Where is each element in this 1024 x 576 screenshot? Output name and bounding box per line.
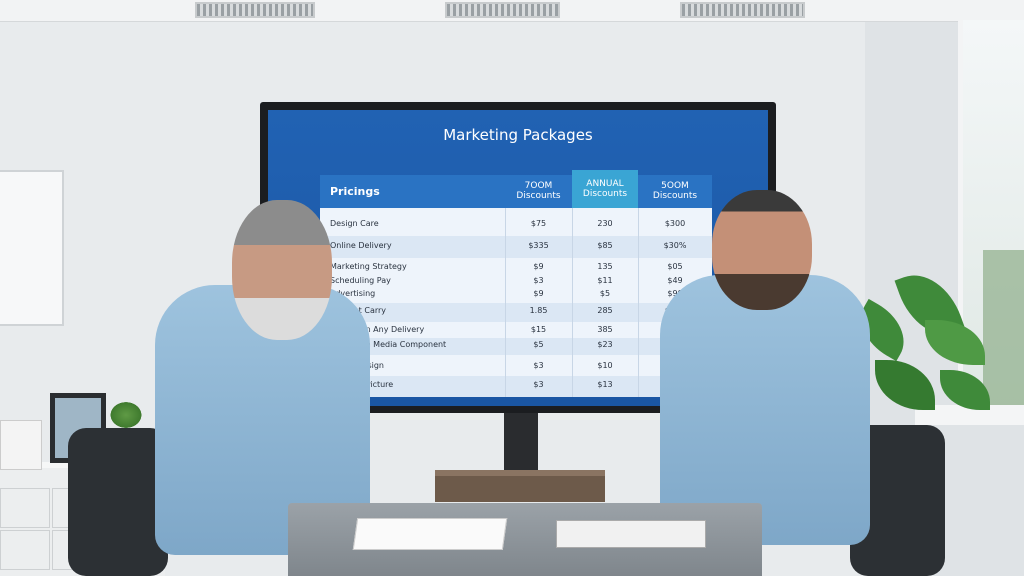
row-label: Campaign Media Component bbox=[330, 340, 447, 349]
man-right-head bbox=[712, 190, 812, 310]
price-cell: $9 bbox=[533, 289, 544, 298]
potted-plant bbox=[845, 250, 995, 435]
window-sill bbox=[915, 405, 1024, 425]
price-cell: $15 bbox=[530, 325, 547, 334]
price-cell: 230 bbox=[597, 219, 613, 228]
tv-stand bbox=[504, 413, 538, 475]
price-cell: $9 bbox=[533, 262, 544, 271]
ceiling-vent bbox=[445, 2, 560, 18]
price-cell: 385 bbox=[597, 325, 613, 334]
row-label: Scheduling Pay bbox=[330, 276, 391, 285]
price-cell: $3 bbox=[533, 276, 544, 285]
notepad bbox=[352, 518, 508, 550]
price-cell: $335 bbox=[528, 241, 549, 250]
price-cell: $11 bbox=[597, 276, 613, 285]
row-label: Advertising bbox=[330, 289, 376, 298]
man-right bbox=[660, 275, 870, 545]
office-chair-left bbox=[68, 428, 168, 576]
row-label: Marketing Strategy bbox=[330, 262, 407, 271]
screen-title: Marketing Packages bbox=[443, 126, 593, 144]
price-cell: 285 bbox=[597, 306, 613, 315]
price-cell: $5 bbox=[533, 340, 544, 349]
price-cell: $75 bbox=[530, 219, 547, 228]
pricing-table: Pricings 7OOM Discounts ANNUAL Discounts… bbox=[320, 170, 712, 397]
man-left-head bbox=[232, 200, 332, 340]
laptop bbox=[556, 520, 706, 548]
ceiling-vent bbox=[195, 2, 315, 18]
price-cell: $3 bbox=[533, 361, 544, 370]
price-cell: 135 bbox=[597, 262, 613, 271]
price-cell: $13 bbox=[597, 380, 613, 389]
price-cell: $85 bbox=[597, 241, 613, 250]
small-plant bbox=[108, 400, 144, 430]
price-cell: $300 bbox=[664, 219, 686, 228]
console-table bbox=[435, 470, 605, 502]
ceiling-vent bbox=[680, 2, 805, 18]
price-cell: $23 bbox=[597, 340, 613, 349]
header-col-3: 5OOM Discounts bbox=[638, 175, 712, 208]
price-cell: 1.85 bbox=[529, 306, 548, 315]
price-cell: $5 bbox=[599, 289, 611, 298]
storage-box bbox=[0, 420, 42, 470]
row-label: Campaign Any Delivery bbox=[330, 325, 425, 334]
header-pricings: Pricings bbox=[320, 175, 505, 208]
row-label: Design Care bbox=[330, 219, 379, 228]
row-label: Online Delivery bbox=[330, 241, 392, 250]
price-cell: $05 bbox=[667, 262, 683, 271]
whiteboard bbox=[0, 170, 64, 326]
price-cell: $30% bbox=[663, 241, 687, 250]
price-cell: $10 bbox=[597, 361, 613, 370]
header-col-1: 7OOM Discounts bbox=[505, 175, 572, 208]
price-cell: $3 bbox=[533, 380, 544, 389]
header-col-2: ANNUAL Discounts bbox=[572, 170, 638, 208]
price-cell: $49 bbox=[667, 276, 683, 285]
